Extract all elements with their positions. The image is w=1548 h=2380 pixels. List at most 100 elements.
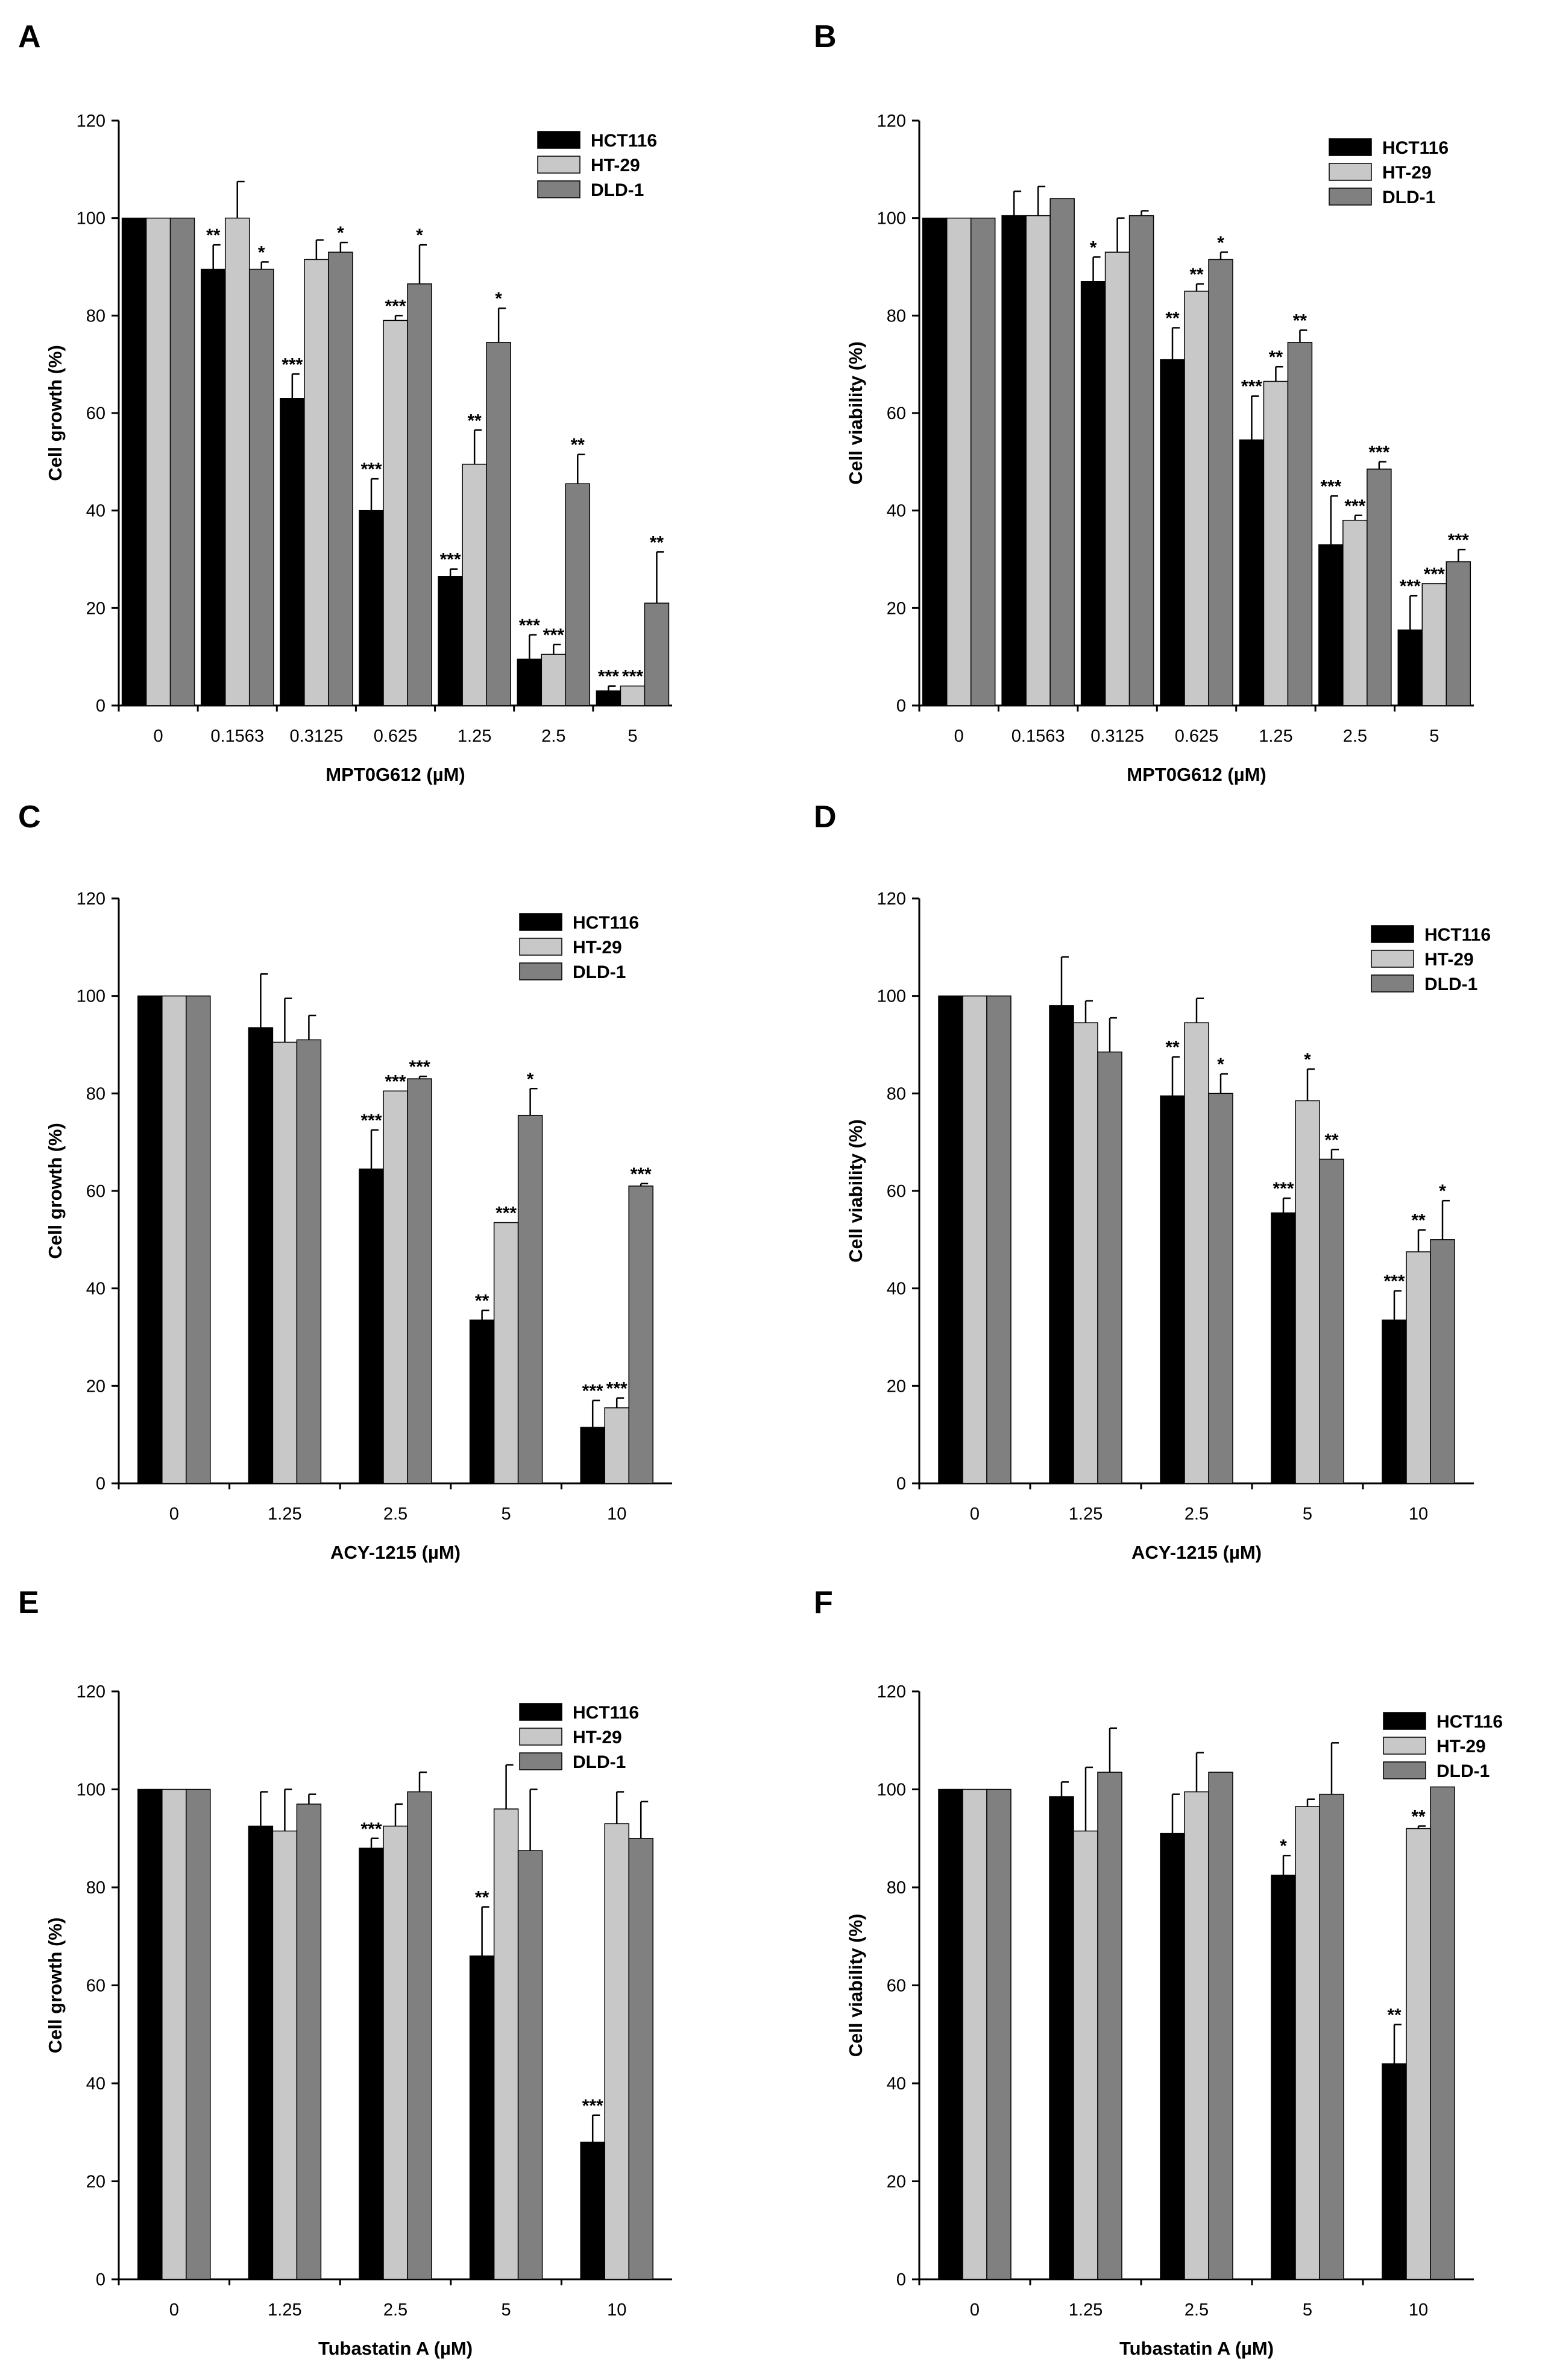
- x-tick-label: 1.25: [1069, 2300, 1103, 2320]
- bar-hct116-0: [121, 217, 147, 706]
- bar-ht29-4: [604, 1823, 629, 2280]
- bar-hct116-0: [938, 995, 963, 1484]
- significance-label: ***: [1241, 377, 1262, 397]
- y-axis-title: Cell viability (%): [845, 341, 866, 485]
- significance-label: *: [1217, 233, 1224, 253]
- significance-label: **: [1387, 2006, 1402, 2025]
- significance-label: *: [1439, 1181, 1446, 1201]
- y-tick-label: 60: [887, 1977, 906, 1996]
- x-tick-label: 0: [169, 2300, 179, 2320]
- bar-hct116-1: [1049, 1005, 1074, 1484]
- x-tick-label: 0.1563: [210, 727, 264, 746]
- bar-ht29-4: [1406, 1251, 1431, 1484]
- y-tick-label: 100: [877, 1781, 906, 1800]
- legend-swatch: [1383, 1737, 1426, 1755]
- bar-dld1-2: [407, 1078, 432, 1484]
- significance-label: ***: [360, 1111, 382, 1131]
- bar-ht29-3: [383, 320, 408, 706]
- y-tick-label: 0: [896, 1474, 906, 1494]
- y-tick-label: 0: [96, 696, 105, 716]
- significance-label: ***: [543, 625, 564, 645]
- legend-swatch: [1383, 1761, 1426, 1779]
- x-tick-label: 5: [502, 1504, 511, 1524]
- panel-d-letter: D: [814, 800, 837, 835]
- bar-hct116-6: [1397, 629, 1423, 706]
- x-tick-label: 2.5: [383, 1504, 407, 1524]
- significance-label: **: [475, 1291, 489, 1311]
- bar-ht29-3: [1295, 1100, 1320, 1484]
- y-tick-label: 20: [86, 599, 105, 618]
- legend-swatch: [519, 913, 562, 931]
- significance-label: **: [571, 435, 585, 455]
- legend-swatch: [1329, 163, 1372, 181]
- panel-c-plot: 0 20 40 60 80 100 120 Cell growth (%) 0 1.25 2.5 5 1…: [45, 889, 672, 1563]
- y-tick-label: 80: [887, 1084, 906, 1103]
- bar-ht29-3: [1295, 1806, 1320, 2280]
- panel-b-plot: 0 20 40 60 80 100 120 Cell viability (%) 0 0.1563…: [845, 112, 1474, 785]
- y-tick-label: 40: [887, 2074, 906, 2094]
- significance-label: ***: [631, 1164, 652, 1184]
- x-tick-label: 10: [1409, 1504, 1428, 1524]
- bar-dld1-1: [1097, 1772, 1122, 2280]
- bar-dld1-6: [1446, 561, 1471, 706]
- legend-swatch: [519, 1703, 562, 1721]
- significance-label: ***: [606, 1379, 628, 1399]
- y-tick-label: 40: [887, 502, 906, 521]
- bar-dld1-2: [1208, 1772, 1233, 2280]
- panel-b: B 0 20 40 60 80 100 120 Cell viability (%) 0 0.15…: [814, 19, 1474, 785]
- y-tick-label: 20: [86, 2173, 105, 2192]
- bar-ht29-3: [493, 1808, 519, 2280]
- y-axis-title: Cell growth (%): [45, 1918, 66, 2054]
- x-tick-label: 5: [1303, 1504, 1312, 1524]
- bar-hct116-5: [1318, 544, 1344, 706]
- bar-hct116-0: [938, 1788, 963, 2280]
- bar-dld1-3: [517, 1114, 543, 1484]
- bar-dld1-4: [628, 1185, 653, 1484]
- significance-label: ***: [598, 667, 619, 687]
- significance-label: ***: [1424, 564, 1445, 584]
- bar-ht29-4: [1263, 380, 1289, 706]
- x-tick-label: 5: [1303, 2300, 1312, 2320]
- y-tick-label: 20: [887, 599, 906, 618]
- bar-dld1-0: [970, 217, 996, 706]
- bar-dld1-2: [407, 1791, 432, 2280]
- bar-dld1-3: [1319, 1793, 1344, 2280]
- panel-f: F 0 20 40 60 80 100 120 Cell viability (%) 0 1.25…: [814, 1585, 1503, 2359]
- bar-hct116-2: [359, 1168, 384, 1484]
- significance-label: **: [1293, 311, 1307, 331]
- significance-label: **: [467, 411, 482, 431]
- y-tick-label: 0: [896, 2270, 906, 2290]
- legend-swatch: [1383, 1712, 1426, 1730]
- significance-label: **: [206, 226, 221, 245]
- bar-hct116-2: [1160, 1832, 1185, 2280]
- significance-label: ***: [360, 1819, 382, 1839]
- bar-hct116-6: [596, 690, 621, 706]
- bar-ht29-0: [162, 1788, 187, 2280]
- bar-hct116-0: [137, 995, 163, 1484]
- legend-label: HT-29: [591, 156, 640, 175]
- legend-swatch: [519, 1752, 562, 1770]
- legend-label: HCT116: [573, 913, 639, 933]
- legend-label: HCT116: [1424, 925, 1491, 945]
- x-tick-label: 0.3125: [290, 727, 344, 746]
- x-tick-label: 2.5: [1343, 727, 1367, 746]
- bar-ht29-2: [1104, 251, 1130, 706]
- y-tick-label: 20: [86, 1377, 105, 1396]
- x-tick-label: 10: [1409, 2300, 1428, 2320]
- y-tick-label: 60: [86, 404, 105, 423]
- significance-label: *: [416, 226, 423, 245]
- significance-label: *: [1280, 1836, 1287, 1856]
- significance-label: ***: [1344, 496, 1365, 516]
- bar-ht29-1: [1073, 1022, 1098, 1484]
- significance-label: ***: [1383, 1272, 1405, 1292]
- significance-label: **: [1411, 1807, 1426, 1826]
- bar-hct116-3: [1160, 359, 1185, 706]
- legend-label: HT-29: [573, 938, 622, 958]
- legend-label: HCT116: [591, 131, 657, 151]
- bar-ht29-1: [224, 217, 250, 706]
- significance-label: ***: [1368, 443, 1389, 462]
- legend-swatch: [537, 131, 580, 149]
- significance-label: ***: [1400, 576, 1421, 596]
- legend-swatch: [519, 938, 562, 956]
- significance-label: **: [1189, 265, 1204, 285]
